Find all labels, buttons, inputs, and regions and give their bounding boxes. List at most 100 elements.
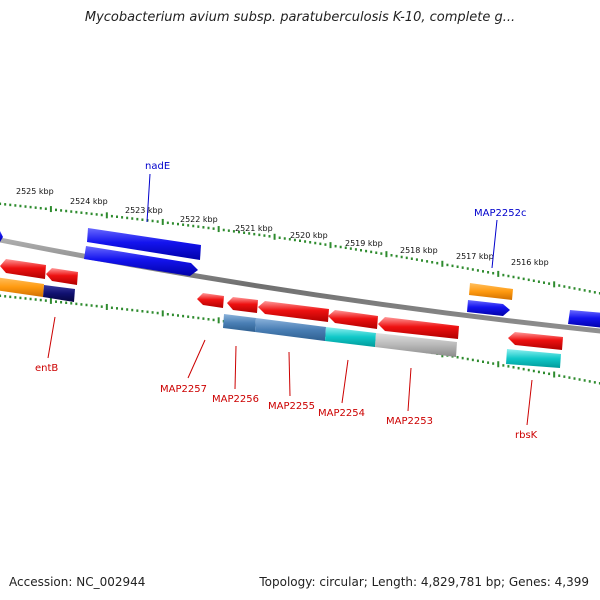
scale-tick-dot bbox=[512, 275, 515, 279]
gene-box-MAP2255-steel[interactable] bbox=[255, 318, 326, 341]
scale-tick-dot bbox=[471, 268, 474, 271]
scale-tick-dot bbox=[568, 286, 571, 289]
scale-tick-dot bbox=[400, 255, 403, 259]
scale-tick-dot bbox=[492, 271, 495, 275]
scale-tick-major bbox=[217, 317, 220, 324]
scale-tick-dot bbox=[24, 297, 27, 300]
label-MAP2253[interactable]: MAP2253 bbox=[386, 416, 433, 427]
scale-tick-dot bbox=[492, 362, 495, 365]
scale-tick-dot bbox=[156, 311, 159, 315]
scale-tick-dot bbox=[177, 222, 179, 226]
scale-tick-dot bbox=[578, 288, 581, 291]
gene-box-MAP2253-gray[interactable] bbox=[375, 333, 457, 357]
scale-tick-dot bbox=[85, 303, 88, 307]
scale-tick-dot bbox=[70, 210, 73, 213]
scale-tick-dot bbox=[527, 368, 530, 372]
scale-tick-dot bbox=[360, 248, 362, 252]
gene-arrow-entB-orange[interactable] bbox=[0, 277, 44, 297]
scale-tick-dot bbox=[558, 284, 561, 287]
scale-tick-dot bbox=[558, 374, 561, 377]
label-rbsK[interactable]: rbsK bbox=[515, 430, 538, 441]
scale-label-2519: 2519 kbp bbox=[345, 239, 383, 248]
scale-tick-dot bbox=[207, 318, 210, 321]
gene-arrow-nadE-a[interactable] bbox=[87, 228, 201, 260]
gene-arrow-left-edge[interactable] bbox=[0, 229, 3, 242]
scale-label-2518: 2518 kbp bbox=[400, 246, 438, 255]
leader-MAP2252c bbox=[491, 219, 498, 269]
scale-tick-dot bbox=[380, 252, 383, 255]
scale-tick-dot bbox=[100, 213, 103, 217]
gene-arrow-MAP2252c[interactable] bbox=[467, 300, 510, 316]
scale-tick-dot bbox=[95, 213, 98, 216]
scale-tick-dot bbox=[583, 289, 586, 292]
label-MAP2257[interactable]: MAP2257 bbox=[160, 384, 207, 395]
scale-tick-dot bbox=[131, 217, 134, 220]
label-MAP2254[interactable]: MAP2254 bbox=[318, 408, 365, 419]
leader-MAP2253 bbox=[407, 367, 412, 412]
scale-tick-dot bbox=[487, 361, 490, 364]
gene-arrow-right-edge[interactable] bbox=[568, 310, 600, 328]
scale-tick-dot bbox=[4, 203, 7, 206]
scale-tick-dot bbox=[192, 224, 195, 228]
scale-tick-dot bbox=[456, 355, 459, 359]
gene-arrow-MAP2255[interactable] bbox=[258, 301, 329, 322]
scale-tick-dot bbox=[512, 366, 515, 369]
gene-arrow-nadE-b[interactable] bbox=[84, 246, 198, 276]
gene-arrow-entB-b[interactable] bbox=[46, 268, 78, 285]
scale-tick-dot bbox=[4, 295, 7, 298]
scale-tick-dot bbox=[304, 240, 307, 243]
gene-box-rbsK-cyan[interactable] bbox=[506, 349, 561, 368]
scale-tick-major bbox=[217, 226, 220, 233]
scale-tick-dot bbox=[593, 291, 596, 294]
scale-tick-dot bbox=[548, 282, 551, 285]
scale-tick-dot bbox=[65, 209, 68, 213]
gene-arrow-MAP2252c-orange[interactable] bbox=[469, 283, 513, 300]
gene-arrow-entB-a[interactable] bbox=[0, 259, 46, 279]
label-MAP2255[interactable]: MAP2255 bbox=[268, 401, 315, 412]
scale-tick-dot bbox=[151, 219, 154, 223]
scale-tick-dot bbox=[461, 356, 464, 360]
gene-box-MAP2256-steel[interactable] bbox=[223, 314, 256, 332]
gene-arrow-MAP2256[interactable] bbox=[227, 297, 258, 313]
scale-tick-dot bbox=[344, 246, 347, 250]
scale-label-2524: 2524 kbp bbox=[70, 197, 108, 206]
scale-tick-dot bbox=[248, 232, 251, 235]
scale-tick-dot bbox=[29, 297, 32, 301]
scale-tick-dot bbox=[314, 241, 317, 245]
scale-tick-dot bbox=[100, 305, 103, 308]
label-MAP2256[interactable]: MAP2256 bbox=[212, 394, 259, 405]
scale-tick-dot bbox=[182, 223, 185, 226]
gene-arrow-MAP2253[interactable] bbox=[378, 317, 459, 339]
scale-tick-major bbox=[385, 251, 388, 258]
scale-tick-dot bbox=[141, 310, 144, 313]
scale-tick-dot bbox=[126, 308, 129, 311]
scale-tick-dot bbox=[192, 316, 195, 319]
leader-rbsK bbox=[526, 379, 533, 426]
scale-tick-dot bbox=[405, 256, 408, 260]
label-MAP2252c[interactable]: MAP2252c bbox=[474, 208, 526, 219]
scale-tick-dot bbox=[482, 270, 484, 273]
accession-text: Accession: NC_002944 bbox=[9, 575, 146, 589]
gene-arrow-MAP2254[interactable] bbox=[328, 310, 378, 329]
gene-arrow-rbsK[interactable] bbox=[508, 332, 563, 350]
scale-tick-dot bbox=[431, 260, 434, 264]
forward-genes bbox=[0, 228, 600, 328]
label-entB[interactable]: entB bbox=[35, 363, 58, 374]
scale-tick-dot bbox=[116, 215, 118, 218]
scale-tick-dot bbox=[126, 216, 129, 220]
label-nadE[interactable]: nadE bbox=[145, 161, 170, 172]
scale-tick-dot bbox=[80, 211, 83, 214]
scale-tick-dot bbox=[476, 359, 479, 363]
gene-arrow-MAP2257[interactable] bbox=[197, 293, 224, 308]
gene-arrow-entB-navy[interactable] bbox=[43, 285, 75, 302]
scale-tick-dot bbox=[522, 367, 525, 371]
scale-tick-dot bbox=[339, 245, 342, 249]
scale-tick-dot bbox=[232, 230, 235, 233]
scale-tick-dot bbox=[502, 364, 505, 367]
scale-tick-dot bbox=[334, 244, 337, 248]
scale-tick-dot bbox=[451, 264, 454, 268]
scale-tick-dot bbox=[324, 243, 327, 246]
scale-tick-dot bbox=[410, 257, 413, 260]
scale-tick-dot bbox=[166, 312, 169, 316]
gene-box-MAP2254-cyan[interactable] bbox=[325, 327, 376, 347]
